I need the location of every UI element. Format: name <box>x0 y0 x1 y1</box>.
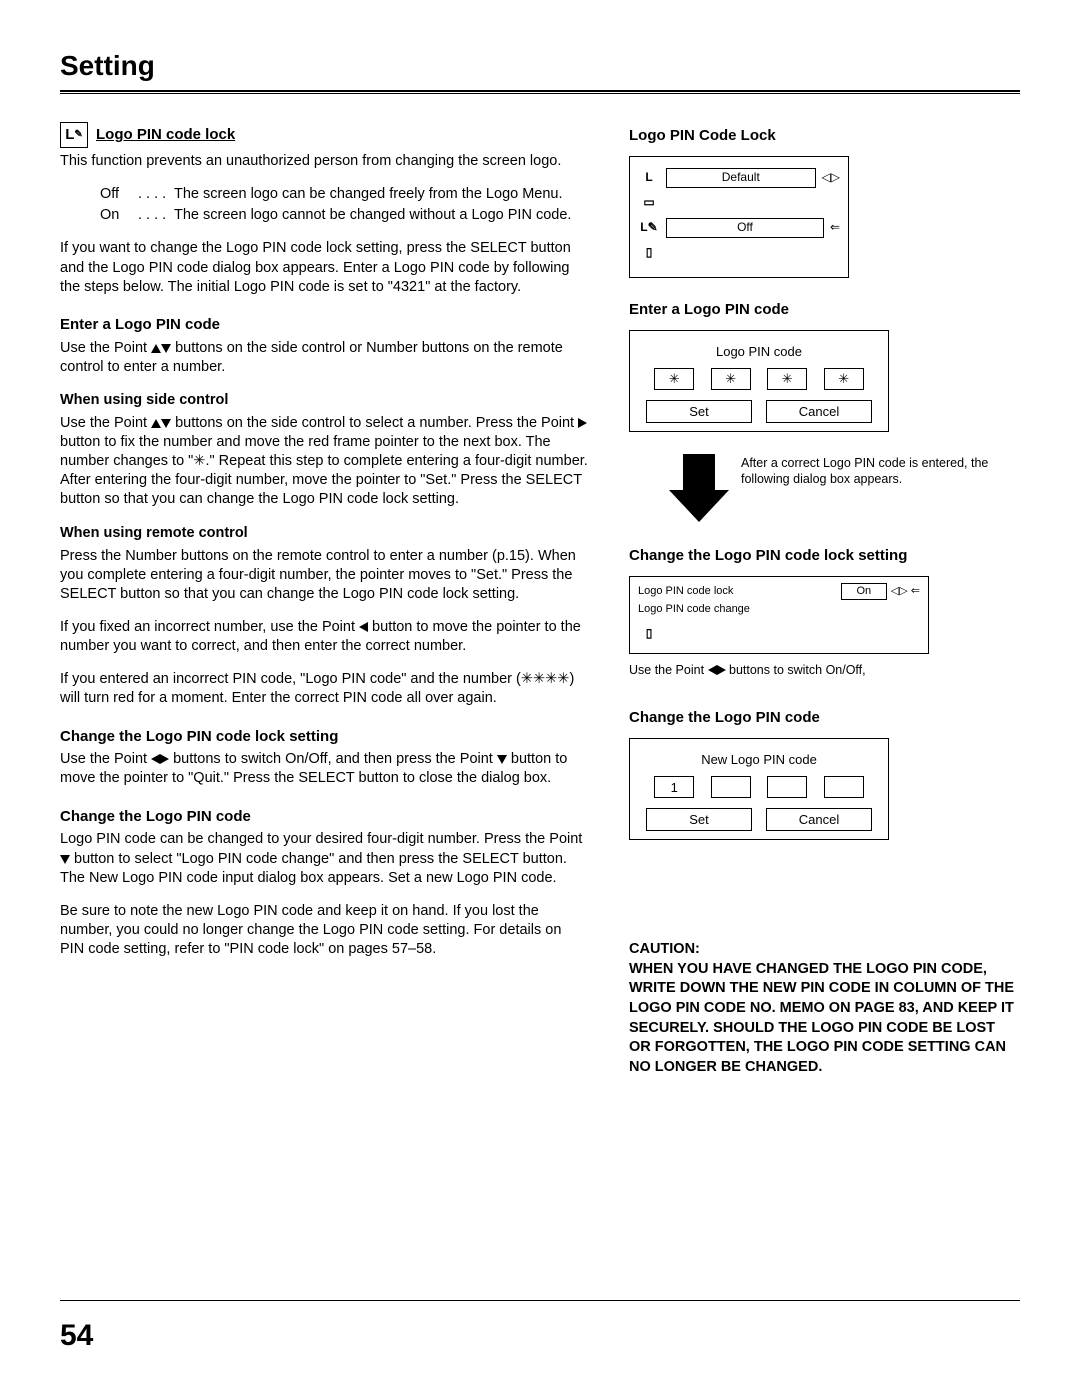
side-control-heading: When using side control <box>60 391 589 410</box>
page-title: Setting <box>60 50 1020 82</box>
new-pin-header: New Logo PIN code <box>638 747 880 776</box>
change-code-paragraph: Logo PIN code can be changed to your des… <box>60 830 589 887</box>
menu-icon-lock: L✎ <box>638 219 660 237</box>
right-icon <box>160 754 169 764</box>
menu-icon-quit: ▯ <box>638 244 660 262</box>
down-arrow-icon <box>669 454 729 524</box>
lock-dialog-title: Logo PIN Code Lock <box>629 126 1020 146</box>
cancel-button[interactable]: Cancel <box>766 808 872 831</box>
footer-rule <box>60 1300 1020 1301</box>
caution-block: CAUTION: WHEN YOU HAVE CHANGED THE LOGO … <box>629 940 1020 1077</box>
enter-pin-dialog-title: Enter a Logo PIN code <box>629 300 1020 320</box>
caution-label: CAUTION: <box>629 940 1020 960</box>
pin-digit[interactable]: ✳ <box>767 368 807 390</box>
factory-paragraph: If you want to change the Logo PIN code … <box>60 239 589 296</box>
left-icon <box>708 665 717 675</box>
content-columns: L✎ Logo PIN code lock This function prev… <box>60 122 1020 1077</box>
new-pin-dialog: New Logo PIN code 1 Set Cancel <box>629 738 889 840</box>
section-heading: Logo PIN code lock <box>96 125 235 145</box>
right-column: Logo PIN Code Lock L Default ◁▷ ▭ L✎ Off… <box>629 122 1020 1077</box>
up-icon <box>151 344 161 353</box>
def-on: On . . . . The screen logo cannot be cha… <box>100 206 589 225</box>
menu-icon-capture: ▭ <box>638 194 660 212</box>
pin-digit[interactable]: ✳ <box>824 368 864 390</box>
up-icon <box>151 419 161 428</box>
lock-row-value[interactable]: On <box>841 583 887 600</box>
note-paragraph: Be sure to note the new Logo PIN code an… <box>60 902 589 959</box>
pin-digit[interactable]: ✳ <box>711 368 751 390</box>
incorrect-pin-paragraph: If you entered an incorrect PIN code, "L… <box>60 670 589 708</box>
pointer-icon: ◁▷ ⇐ <box>891 584 920 599</box>
menu-default[interactable]: Default <box>666 168 816 188</box>
down-icon <box>60 855 70 864</box>
caution-body: WHEN YOU HAVE CHANGED THE LOGO PIN CODE,… <box>629 960 1020 1077</box>
change-code-dialog-title: Change the Logo PIN code <box>629 708 1020 728</box>
down-icon <box>497 755 507 764</box>
change-setting-dialog-title: Change the Logo PIN code lock setting <box>629 546 1020 566</box>
lock-icon: L✎ <box>60 122 88 148</box>
set-button[interactable]: Set <box>646 400 752 423</box>
pin-digit[interactable]: 1 <box>654 776 694 798</box>
pin-digit[interactable] <box>767 776 807 798</box>
arrows-icon[interactable]: ◁▷ <box>822 170 840 186</box>
lock-menu-dialog: L Default ◁▷ ▭ L✎ Off ⇐ ▯ <box>629 156 849 278</box>
intro-paragraph: This function prevents an unauthorized p… <box>60 152 589 171</box>
right-icon <box>578 418 587 428</box>
arrow-note: After a correct Logo PIN code is entered… <box>629 454 1020 524</box>
remote-control-paragraph: Press the Number buttons on the remote c… <box>60 547 589 604</box>
pointer-icon: ⇐ <box>830 220 840 236</box>
arrow-note-text: After a correct Logo PIN code is entered… <box>741 454 1020 487</box>
lock-setting-dialog: Logo PIN code lock On ◁▷ ⇐ Logo PIN code… <box>629 576 929 654</box>
pin-dialog: Logo PIN code ✳ ✳ ✳ ✳ Set Cancel <box>629 330 889 432</box>
down-icon <box>161 344 171 353</box>
change-setting-paragraph: Use the Point buttons to switch On/Off, … <box>60 750 589 788</box>
page-number: 54 <box>60 1319 93 1353</box>
switch-note: Use the Point buttons to switch On/Off, <box>629 662 1020 679</box>
change-setting-heading: Change the Logo PIN code lock setting <box>60 727 589 747</box>
remote-control-heading: When using remote control <box>60 524 589 543</box>
side-control-paragraph: Use the Point buttons on the side contro… <box>60 414 589 510</box>
menu-icon-l: L <box>638 169 660 187</box>
def-off: Off . . . . The screen logo can be chang… <box>100 185 589 204</box>
down-icon <box>161 419 171 428</box>
lock-row-label: Logo PIN code change <box>638 602 920 617</box>
pin-digit[interactable] <box>711 776 751 798</box>
left-column: L✎ Logo PIN code lock This function prev… <box>60 122 589 1077</box>
left-icon <box>359 622 368 632</box>
pin-digit[interactable]: ✳ <box>654 368 694 390</box>
set-button[interactable]: Set <box>646 808 752 831</box>
menu-off[interactable]: Off <box>666 218 824 238</box>
enter-pin-paragraph: Use the Point buttons on the side contro… <box>60 339 589 377</box>
pin-dialog-header: Logo PIN code <box>638 339 880 368</box>
quit-icon[interactable]: ▯ <box>638 625 660 643</box>
pin-digit[interactable] <box>824 776 864 798</box>
right-icon <box>717 665 726 675</box>
left-icon <box>151 754 160 764</box>
lock-row-label: Logo PIN code lock <box>638 584 841 599</box>
title-rule <box>60 90 1020 94</box>
change-code-heading: Change the Logo PIN code <box>60 807 589 827</box>
cancel-button[interactable]: Cancel <box>766 400 872 423</box>
enter-pin-heading: Enter a Logo PIN code <box>60 315 589 335</box>
incorrect-number-paragraph: If you fixed an incorrect number, use th… <box>60 618 589 656</box>
